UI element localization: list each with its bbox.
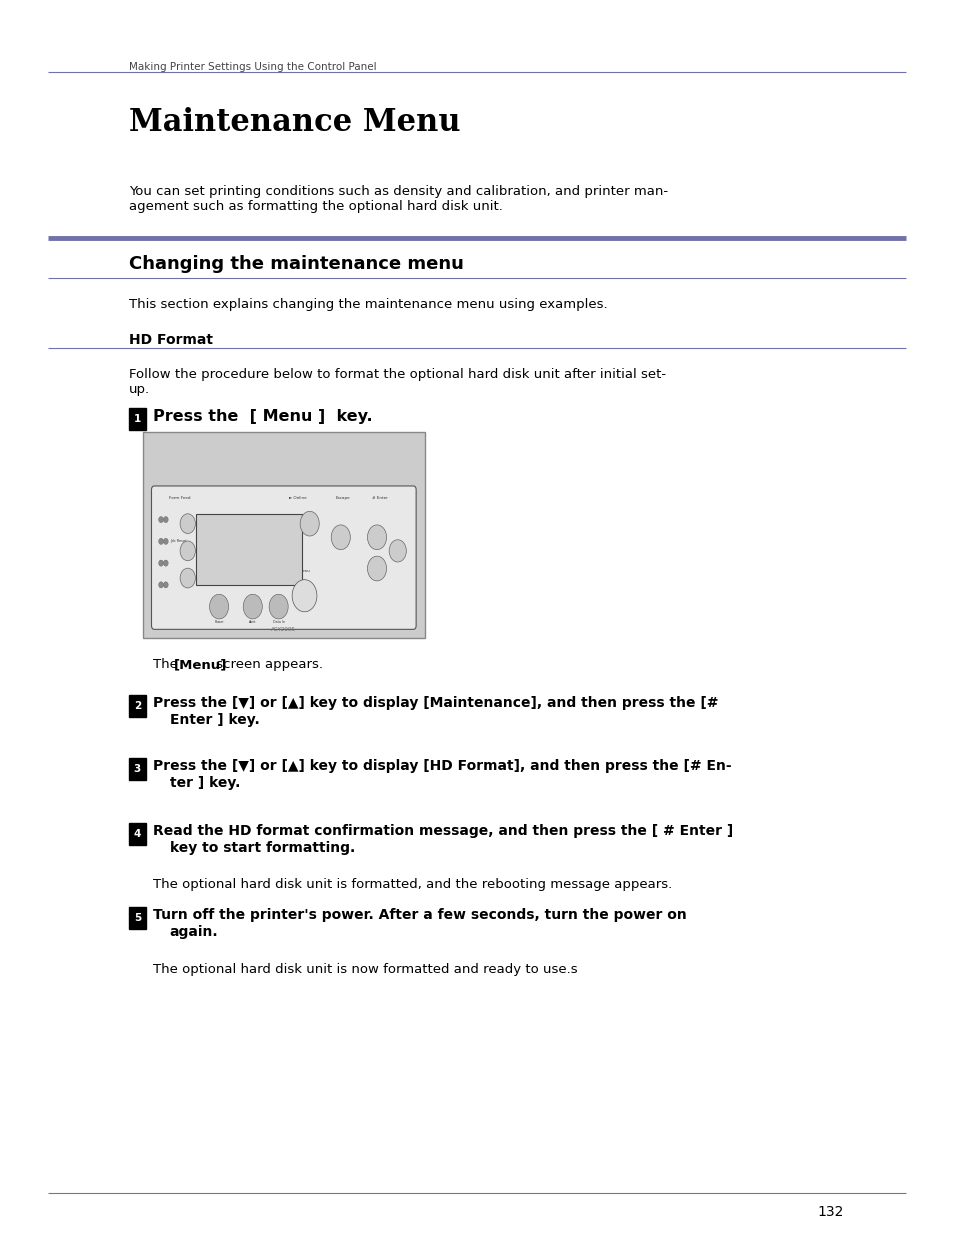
- Text: 3: 3: [133, 764, 141, 774]
- Text: 4: 4: [133, 829, 141, 839]
- Circle shape: [243, 594, 262, 619]
- FancyBboxPatch shape: [129, 758, 146, 781]
- Text: 5: 5: [133, 913, 141, 923]
- Circle shape: [180, 541, 195, 561]
- Circle shape: [331, 525, 350, 550]
- Circle shape: [300, 511, 319, 536]
- Text: screen appears.: screen appears.: [212, 658, 322, 671]
- Text: Enter ] key.: Enter ] key.: [170, 714, 259, 727]
- Text: HD Format: HD Format: [129, 333, 213, 347]
- Text: The optional hard disk unit is now formatted and ready to use.s: The optional hard disk unit is now forma…: [152, 963, 577, 976]
- Text: [Menu]: [Menu]: [173, 658, 227, 671]
- Circle shape: [210, 594, 229, 619]
- Text: 1: 1: [133, 414, 141, 424]
- Circle shape: [158, 538, 163, 545]
- Text: Job Reset: Job Reset: [171, 540, 187, 543]
- Text: 2: 2: [133, 701, 141, 711]
- Circle shape: [163, 538, 168, 545]
- FancyBboxPatch shape: [143, 432, 424, 638]
- Circle shape: [163, 516, 168, 522]
- FancyBboxPatch shape: [195, 514, 301, 585]
- Text: Turn off the printer's power. After a few seconds, turn the power on: Turn off the printer's power. After a fe…: [152, 908, 685, 923]
- Text: The: The: [152, 658, 182, 671]
- Text: Press the [▼] or [▲] key to display [HD Format], and then press the [# En-: Press the [▼] or [▲] key to display [HD …: [152, 760, 731, 773]
- Text: Follow the procedure below to format the optional hard disk unit after initial s: Follow the procedure below to format the…: [129, 368, 665, 396]
- Text: Data In: Data In: [273, 620, 284, 624]
- Text: Maintenance Menu: Maintenance Menu: [129, 107, 459, 138]
- Text: 132: 132: [817, 1205, 843, 1219]
- Text: Form Feed: Form Feed: [169, 496, 190, 500]
- Text: ter ] key.: ter ] key.: [170, 777, 240, 790]
- Circle shape: [158, 516, 163, 522]
- Text: Alert: Alert: [249, 620, 256, 624]
- FancyBboxPatch shape: [129, 906, 146, 929]
- Text: Press the [▼] or [▲] key to display [Maintenance], and then press the [#: Press the [▼] or [▲] key to display [Mai…: [152, 697, 718, 710]
- Text: Making Printer Settings Using the Control Panel: Making Printer Settings Using the Contro…: [129, 62, 376, 72]
- FancyBboxPatch shape: [129, 408, 146, 430]
- Text: again.: again.: [170, 925, 218, 940]
- Text: Changing the maintenance menu: Changing the maintenance menu: [129, 254, 463, 273]
- FancyBboxPatch shape: [129, 695, 146, 718]
- Text: This section explains changing the maintenance menu using examples.: This section explains changing the maint…: [129, 298, 607, 311]
- Circle shape: [367, 525, 386, 550]
- Text: Escape: Escape: [335, 496, 350, 500]
- Circle shape: [389, 540, 406, 562]
- Circle shape: [292, 579, 316, 611]
- Text: You can set printing conditions such as density and calibration, and printer man: You can set printing conditions such as …: [129, 185, 667, 212]
- Circle shape: [180, 514, 195, 534]
- Circle shape: [367, 556, 386, 580]
- Text: Read the HD format confirmation message, and then press the [ # Enter ]: Read the HD format confirmation message,…: [152, 824, 732, 839]
- FancyBboxPatch shape: [129, 823, 146, 845]
- Circle shape: [163, 582, 168, 588]
- Text: Menu: Menu: [299, 568, 310, 573]
- Circle shape: [158, 582, 163, 588]
- Circle shape: [158, 559, 163, 566]
- Text: AGY200S: AGY200S: [271, 627, 296, 632]
- Text: Press the  [ Menu ]  key.: Press the [ Menu ] key.: [152, 409, 372, 425]
- Text: Power: Power: [214, 620, 224, 624]
- Text: # Enter: # Enter: [372, 496, 387, 500]
- Text: key to start formatting.: key to start formatting.: [170, 841, 355, 855]
- Text: ► Online: ► Online: [289, 496, 306, 500]
- Circle shape: [269, 594, 288, 619]
- Circle shape: [163, 559, 168, 566]
- Text: The optional hard disk unit is formatted, and the rebooting message appears.: The optional hard disk unit is formatted…: [152, 878, 671, 890]
- FancyBboxPatch shape: [152, 487, 416, 630]
- Circle shape: [180, 568, 195, 588]
